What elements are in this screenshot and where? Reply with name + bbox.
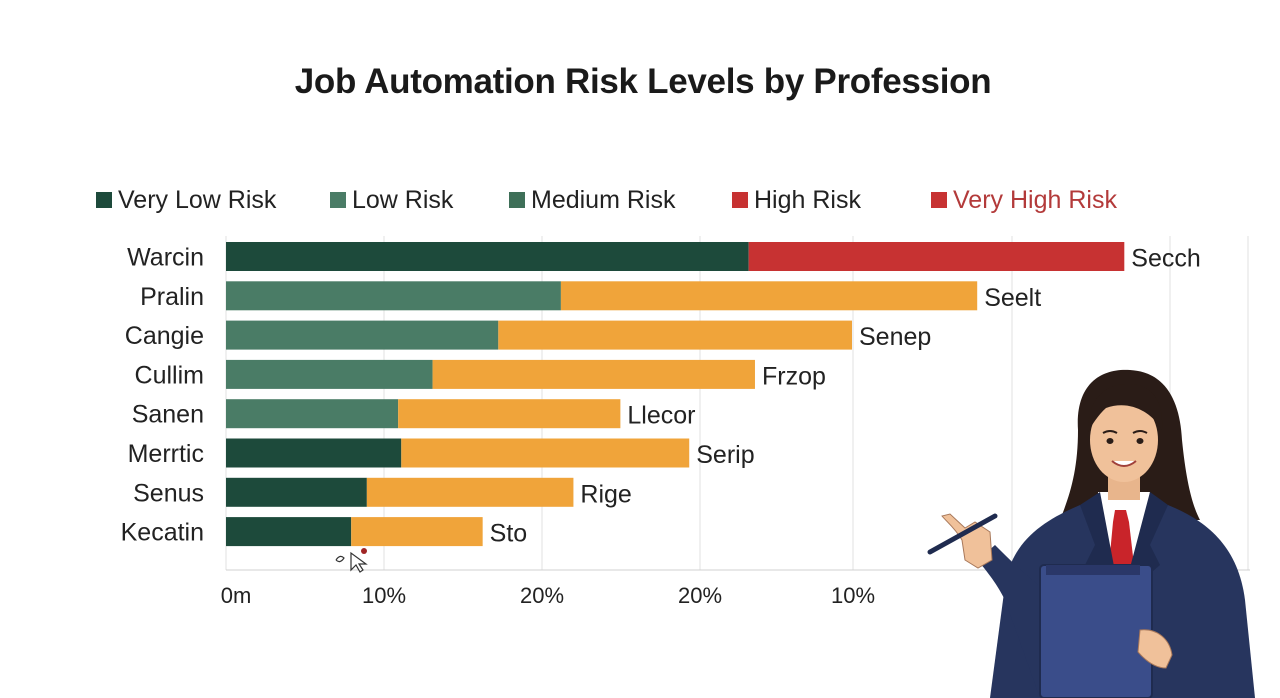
- legend-item-very-low-risk: Very Low Risk: [96, 182, 276, 218]
- presenter-illustration: [927, 369, 1255, 698]
- category-label: Cullim: [135, 361, 204, 389]
- legend-item-high-risk: High Risk: [732, 182, 861, 218]
- bar-end-label: Llecor: [627, 402, 695, 430]
- legend-label: High Risk: [754, 185, 861, 214]
- bar-end-label: Senep: [859, 323, 931, 351]
- category-label: Kecatin: [121, 519, 204, 547]
- bar-segment: [226, 281, 561, 311]
- category-label: Pralin: [140, 283, 204, 311]
- bar-segment: [748, 242, 1125, 271]
- legend-item-medium-risk: Medium Risk: [509, 182, 675, 218]
- legend-swatch: [509, 192, 525, 208]
- bar-segment: [226, 242, 749, 271]
- bar-end-label: Frzop: [762, 362, 826, 390]
- legend-swatch: [330, 192, 346, 208]
- bar-segment: [432, 359, 755, 389]
- bar-segment: [226, 438, 402, 468]
- bar-segment: [498, 320, 852, 350]
- bar-segment: [226, 320, 499, 350]
- x-tick-label: 10%: [831, 583, 875, 608]
- x-tick-label: 20%: [678, 583, 722, 608]
- bar-end-label: Sto: [490, 520, 528, 548]
- legend-swatch: [96, 192, 112, 208]
- category-label: Merrtic: [128, 440, 204, 468]
- chart-title: Job Automation Risk Levels by Profession: [294, 62, 992, 101]
- category-label: Warcin: [127, 244, 204, 272]
- legend-item-low-risk: Low Risk: [330, 182, 453, 218]
- bar-segment: [560, 281, 978, 311]
- bar-segment: [226, 359, 433, 389]
- legend-label: Low Risk: [352, 185, 454, 214]
- legend-label: Medium Risk: [531, 185, 676, 214]
- bar-segment: [226, 399, 399, 429]
- legend-item-very-high-risk: Very High Risk: [931, 182, 1117, 218]
- bar-end-label: Rige: [580, 480, 631, 508]
- category-label: Cangie: [125, 322, 204, 350]
- legend-swatch: [732, 192, 748, 208]
- bar-segment: [351, 517, 483, 547]
- x-tick-label: 0m: [221, 583, 252, 608]
- x-tick-label: 20%: [520, 583, 564, 608]
- legend-swatch: [931, 192, 947, 208]
- bar-segment: [226, 477, 367, 507]
- bar-end-label: Seelt: [984, 284, 1041, 312]
- category-label: Sanen: [132, 401, 204, 429]
- pointer-cursor-icon: [335, 548, 368, 573]
- legend-label: Very Low Risk: [118, 185, 277, 214]
- bar-segment: [398, 399, 621, 429]
- x-axis-ticks: 0m 10% 20% 20% 10%: [221, 583, 875, 608]
- x-tick-label: 10%: [362, 583, 406, 608]
- legend: Very Low Risk Low Risk Medium Risk High …: [0, 182, 1280, 218]
- bar-segment: [366, 477, 574, 507]
- category-labels: Warcin Pralin Cangie Cullim Sanen Merrtic Senu…: [121, 244, 204, 547]
- bar-segment: [401, 438, 690, 468]
- bar-end-label: Secch: [1131, 245, 1200, 273]
- legend-label: Very High Risk: [953, 185, 1117, 214]
- bar-end-label: Serip: [696, 441, 754, 469]
- bars: [226, 242, 1125, 547]
- bar-segment: [226, 517, 352, 547]
- category-label: Senus: [133, 479, 204, 507]
